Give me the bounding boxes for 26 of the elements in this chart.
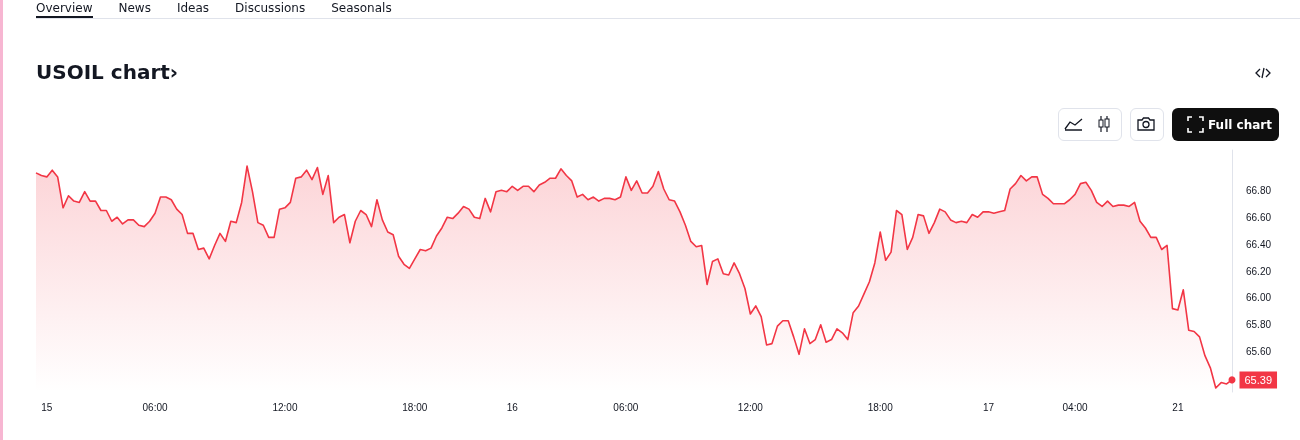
x-tick-label: 06:00 bbox=[142, 401, 169, 413]
chart-title: USOIL chart› bbox=[36, 60, 179, 84]
x-tick-label: 12:00 bbox=[737, 401, 764, 413]
y-tick-label: 65.60 bbox=[1246, 346, 1272, 358]
x-tick-label: 17 bbox=[982, 401, 995, 413]
x-tick-label: 15 bbox=[41, 401, 53, 413]
y-tick-label: 66.00 bbox=[1246, 292, 1272, 304]
data-label: 65.39 bbox=[1244, 373, 1273, 386]
y-tick-label: 66.80 bbox=[1246, 184, 1272, 196]
y-tick-label: 65.80 bbox=[1246, 319, 1272, 331]
text: Full chart bbox=[1208, 117, 1272, 132]
x-tick-label: 06:00 bbox=[613, 401, 639, 413]
text: Seasonals bbox=[331, 0, 392, 17]
x-tick-label: 18:00 bbox=[867, 401, 894, 413]
y-tick-label: 66.20 bbox=[1246, 265, 1272, 277]
y-tick-label: 66.60 bbox=[1246, 211, 1272, 223]
x-tick-label: 04:00 bbox=[1062, 401, 1089, 413]
text: News bbox=[118, 0, 151, 17]
x-tick-label: 16 bbox=[506, 401, 519, 413]
text: Overview bbox=[36, 0, 93, 18]
text: Discussions bbox=[235, 0, 306, 17]
x-tick-label: 12:00 bbox=[272, 401, 298, 413]
text: Ideas bbox=[176, 0, 210, 17]
y-tick-label: 66.40 bbox=[1246, 238, 1272, 250]
x-tick-label: 18:00 bbox=[402, 401, 428, 413]
x-tick-label: 21 bbox=[1172, 401, 1184, 413]
